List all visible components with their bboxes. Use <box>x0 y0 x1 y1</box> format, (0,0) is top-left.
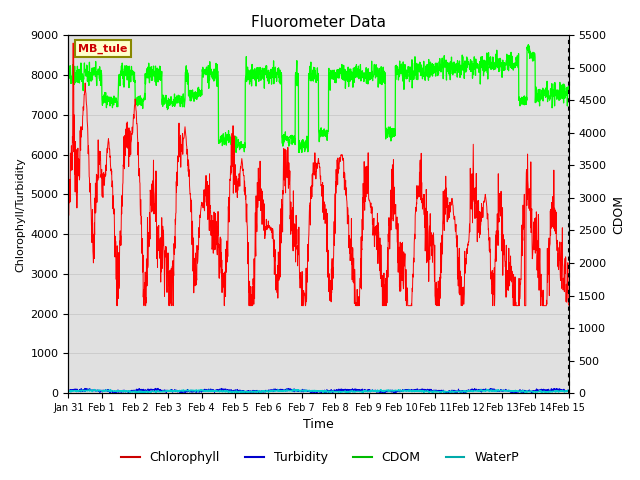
Title: Fluorometer Data: Fluorometer Data <box>251 15 386 30</box>
X-axis label: Time: Time <box>303 419 334 432</box>
Y-axis label: CDOM: CDOM <box>612 195 625 234</box>
Text: MB_tule: MB_tule <box>79 43 128 54</box>
Legend: Chlorophyll, Turbidity, CDOM, WaterP: Chlorophyll, Turbidity, CDOM, WaterP <box>116 446 524 469</box>
Y-axis label: Chlorophyll/Turbidity: Chlorophyll/Turbidity <box>15 157 25 272</box>
